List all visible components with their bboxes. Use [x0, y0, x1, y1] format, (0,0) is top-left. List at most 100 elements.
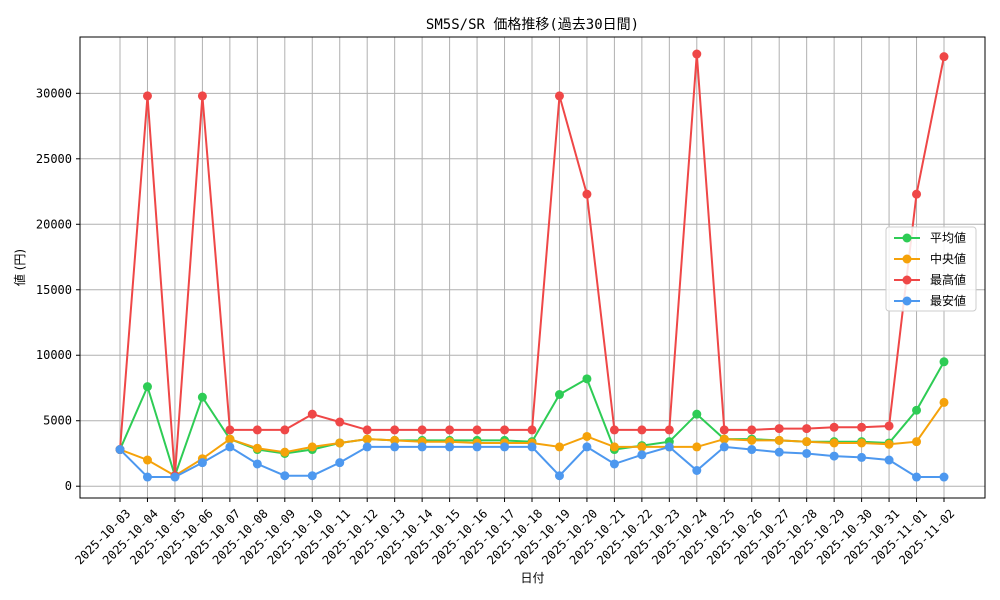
- data-point: [774, 435, 784, 445]
- data-point: [554, 91, 564, 101]
- data-point: [142, 91, 152, 101]
- data-point: [829, 451, 839, 461]
- data-point: [609, 425, 619, 435]
- data-point: [802, 448, 812, 458]
- data-point: [307, 442, 317, 452]
- data-point: [912, 189, 922, 199]
- data-point: [335, 417, 345, 427]
- data-point: [197, 392, 207, 402]
- data-point: [774, 424, 784, 434]
- data-point: [692, 409, 702, 419]
- legend-item: 平均値: [894, 230, 966, 245]
- data-point: [747, 425, 757, 435]
- x-axis-label: 日付: [520, 571, 544, 585]
- y-axis-label: 値 (円): [12, 249, 27, 286]
- data-point: [417, 442, 427, 452]
- data-point: [417, 425, 427, 435]
- data-point: [252, 459, 262, 469]
- data-point: [719, 425, 729, 435]
- data-point: [527, 425, 537, 435]
- data-point: [664, 442, 674, 452]
- legend-swatch-marker: [902, 275, 912, 285]
- data-point: [939, 397, 949, 407]
- data-point: [445, 425, 455, 435]
- data-point: [280, 471, 290, 481]
- data-point: [225, 425, 235, 435]
- data-point: [142, 382, 152, 392]
- y-tick-label: 20000: [36, 217, 72, 231]
- data-point: [774, 447, 784, 457]
- data-point: [307, 409, 317, 419]
- data-point: [747, 445, 757, 455]
- data-point: [857, 438, 867, 448]
- data-point: [142, 455, 152, 465]
- data-point: [280, 425, 290, 435]
- legend-label: 平均値: [930, 230, 966, 245]
- y-tick-label: 15000: [36, 283, 72, 297]
- data-point: [472, 442, 482, 452]
- y-tick-label: 30000: [36, 86, 72, 100]
- data-point: [362, 442, 372, 452]
- data-point: [225, 442, 235, 452]
- legend-swatch-marker: [902, 296, 912, 306]
- data-point: [362, 434, 372, 444]
- data-point: [252, 425, 262, 435]
- data-point: [912, 437, 922, 447]
- data-point: [692, 465, 702, 475]
- grid: [80, 37, 985, 498]
- data-point: [527, 442, 537, 452]
- data-point: [582, 442, 592, 452]
- chart-title: SM5S/SR 価格推移(過去30日間): [426, 17, 639, 33]
- data-point: [829, 438, 839, 448]
- data-point: [142, 472, 152, 482]
- data-point: [857, 452, 867, 462]
- data-point: [500, 425, 510, 435]
- data-point: [362, 425, 372, 435]
- data-point: [554, 442, 564, 452]
- data-point: [692, 49, 702, 59]
- data-point: [252, 443, 262, 453]
- y-tick-label: 0: [65, 479, 72, 493]
- data-point: [390, 435, 400, 445]
- data-point: [225, 434, 235, 444]
- data-point: [637, 450, 647, 460]
- y-tick-label: 10000: [36, 348, 72, 362]
- data-point: [115, 445, 125, 455]
- data-point: [554, 390, 564, 400]
- data-point: [197, 91, 207, 101]
- data-point: [692, 442, 702, 452]
- legend-label: 最安値: [930, 293, 966, 308]
- data-point: [747, 435, 757, 445]
- data-point: [637, 442, 647, 452]
- data-point: [884, 439, 894, 449]
- data-point: [719, 442, 729, 452]
- legend-item: 最安値: [894, 293, 966, 308]
- data-point: [390, 425, 400, 435]
- data-point: [802, 424, 812, 434]
- legend-swatch-marker: [902, 233, 912, 243]
- data-point: [582, 374, 592, 384]
- data-point: [637, 425, 647, 435]
- series-最安値: [115, 442, 949, 482]
- data-point: [197, 458, 207, 468]
- data-point: [719, 434, 729, 444]
- y-tick-label: 25000: [36, 152, 72, 166]
- data-point: [912, 472, 922, 482]
- data-point: [939, 472, 949, 482]
- legend-item: 中央値: [894, 251, 966, 266]
- data-point: [609, 459, 619, 469]
- data-point: [445, 442, 455, 452]
- data-point: [884, 421, 894, 431]
- data-point: [554, 471, 564, 481]
- data-point: [582, 189, 592, 199]
- data-point: [884, 455, 894, 465]
- data-point: [280, 447, 290, 457]
- data-point: [802, 437, 812, 447]
- data-point: [912, 405, 922, 415]
- data-point: [857, 422, 867, 432]
- legend-label: 最高値: [930, 272, 966, 287]
- series-lines: [115, 49, 949, 482]
- data-point: [307, 471, 317, 481]
